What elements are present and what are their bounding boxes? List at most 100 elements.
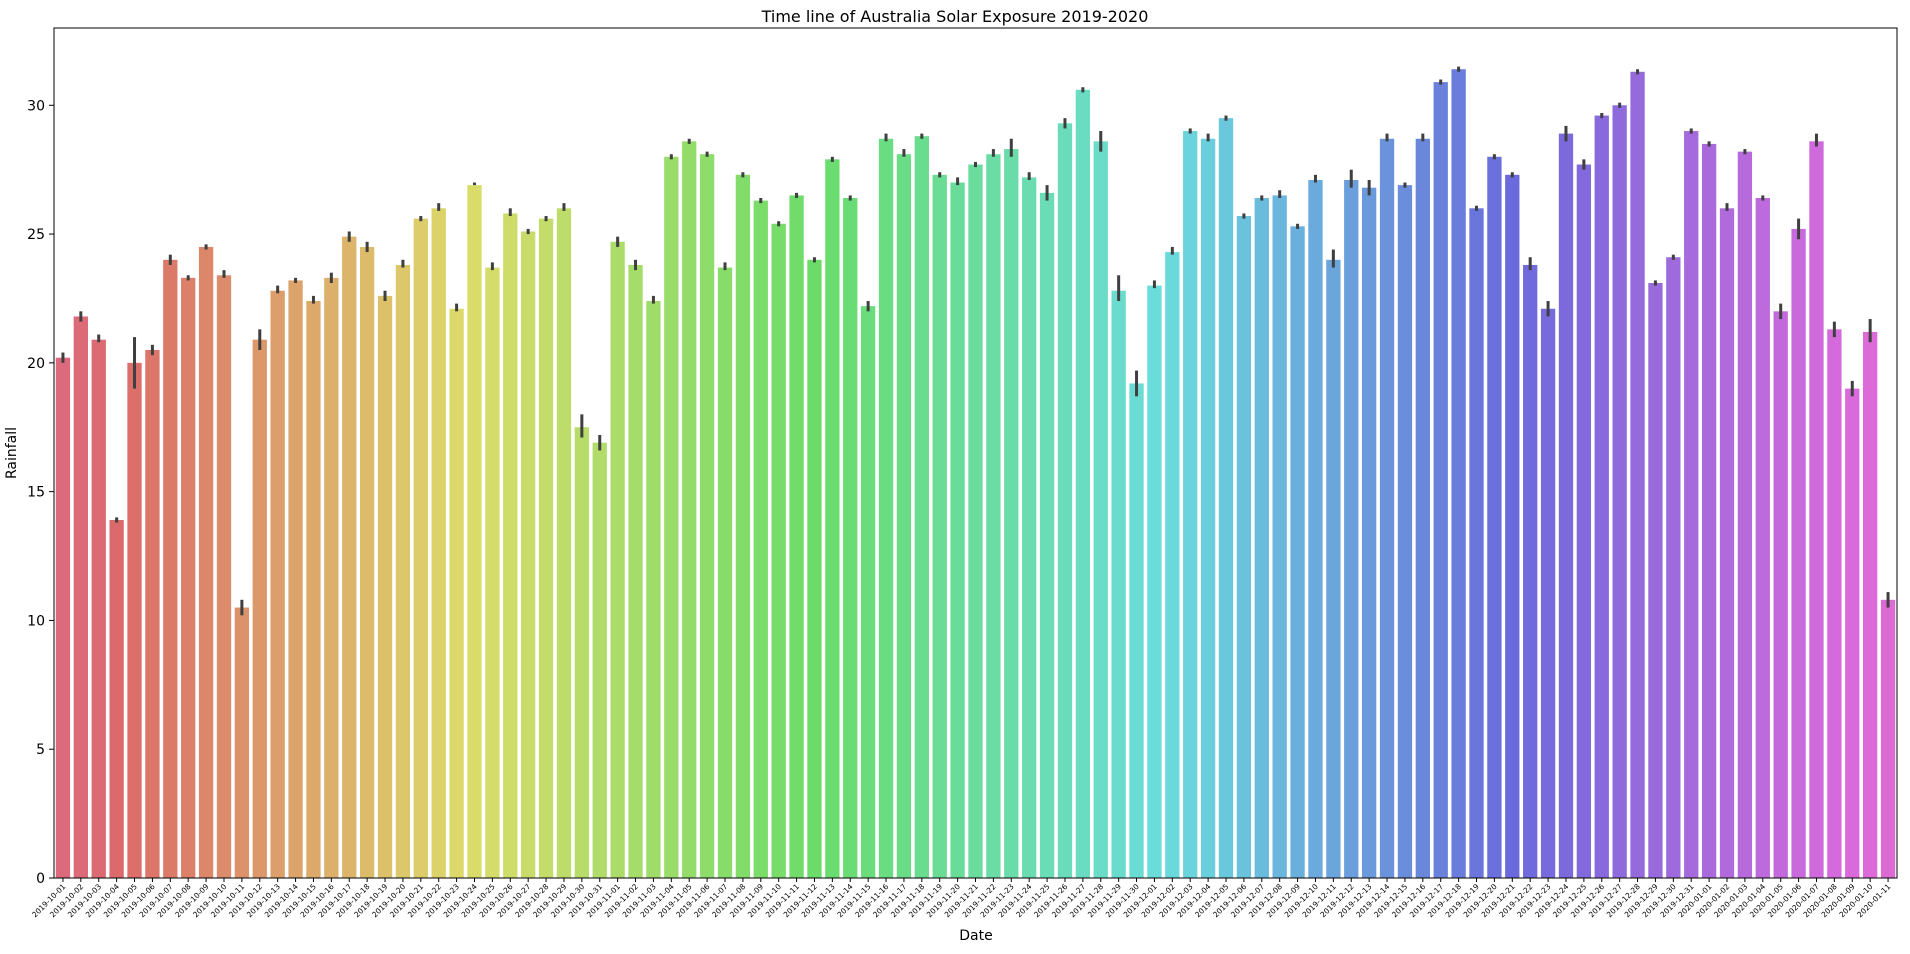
bar-2020-01-04 [1755,198,1770,878]
bar-2019-10-27 [521,231,536,879]
bar-2019-12-23 [1540,308,1556,878]
bar-2019-11-24 [1022,177,1037,878]
bar-2019-12-18 [1451,69,1466,878]
bar-2019-11-23 [1004,149,1019,878]
bar-2019-10-01 [55,357,71,878]
bar-2019-11-03 [646,301,661,878]
bar-2019-10-21 [413,218,428,879]
bar-2019-10-08 [181,277,196,879]
bar-2020-01-08 [1827,329,1842,878]
bar-2019-12-28 [1630,71,1645,879]
bar-2019-10-19 [377,295,393,878]
bar-2019-10-13 [270,290,285,879]
bar-2019-10-31 [592,442,607,878]
bar-2019-10-14 [288,280,303,878]
bar-2019-10-18 [359,246,375,878]
bar-2019-11-25 [1039,192,1055,879]
bar-2019-12-01 [1147,285,1162,879]
bar-2019-10-06 [145,349,160,879]
y-axis-label: Rainfall [4,427,20,479]
bar-2020-01-03 [1737,151,1753,878]
bar-2019-10-11 [234,607,250,878]
bar-2019-12-30 [1666,257,1681,878]
bar-2019-12-10 [1308,179,1323,879]
y-tick-label: 15 [27,485,45,501]
bar-2019-11-19 [932,174,947,878]
bar-2019-12-26 [1594,115,1609,878]
x-axis-label: Date [959,928,992,944]
bar-2019-11-02 [628,264,643,879]
bar-2019-10-17 [342,236,357,878]
bar-2019-10-12 [252,339,267,878]
bar-2019-10-03 [91,339,106,878]
bar-2019-11-21 [968,164,983,878]
bar-2020-01-10 [1863,331,1878,878]
chart-title: Time line of Australia Solar Exposure 20… [761,7,1149,26]
bar-2019-12-02 [1165,252,1180,879]
bar-2019-12-11 [1326,259,1341,878]
bar-2019-12-19 [1469,208,1484,879]
bar-2019-11-27 [1075,89,1091,878]
bar-2019-10-05 [127,362,142,879]
bar-2019-12-25 [1576,164,1592,878]
bar-2019-11-09 [753,200,768,878]
bars-layer [55,69,1896,879]
y-tick-label: 25 [27,227,45,243]
bar-2019-10-26 [503,213,518,878]
bar-2019-11-20 [950,182,965,879]
bar-2020-01-11 [1880,599,1896,878]
bar-2019-12-31 [1684,131,1699,878]
bar-2019-11-11 [789,195,804,879]
bar-2019-11-10 [771,223,786,878]
bar-2019-12-16 [1415,138,1430,878]
bar-2019-11-07 [717,267,733,878]
bar-2019-11-05 [682,141,697,878]
bar-2019-10-07 [163,259,178,878]
bar-2019-11-12 [807,259,822,878]
bar-2019-12-20 [1487,156,1502,879]
bar-2020-01-01 [1701,143,1717,878]
bar-2019-12-07 [1254,198,1269,878]
bar-2019-12-12 [1344,179,1359,879]
bar-2019-11-06 [699,154,715,878]
bar-2019-10-30 [574,427,589,878]
y-tick-label: 0 [36,871,45,887]
bar-2019-12-27 [1612,105,1627,878]
bar-2020-01-07 [1809,141,1824,878]
y-tick-label: 5 [36,742,45,758]
bar-2019-12-08 [1272,195,1287,879]
error-bars-layer [61,66,1890,616]
bar-2020-01-05 [1773,311,1788,879]
bar-2019-11-13 [825,159,840,879]
plot-frame [53,27,1898,879]
bar-2019-11-30 [1129,383,1144,878]
bar-2019-11-14 [843,198,858,878]
bar-2019-11-26 [1057,123,1073,879]
bar-2019-11-18 [914,136,929,878]
bar-2019-11-04 [664,156,679,879]
bar-2019-12-03 [1183,131,1198,878]
bar-2019-12-13 [1361,187,1377,878]
bar-2019-10-28 [538,218,554,879]
bar-2019-11-29 [1111,290,1126,879]
bar-2019-10-16 [324,277,339,879]
bar-2019-10-10 [216,275,232,878]
bar-2019-12-22 [1523,264,1538,879]
bar-2019-10-22 [431,208,446,879]
bar-2019-12-17 [1433,82,1448,879]
bar-2019-10-24 [467,185,482,878]
y-tick-label: 30 [27,98,45,114]
bar-2019-10-09 [198,246,214,878]
bar-2020-01-09 [1845,388,1860,878]
bar-2019-12-04 [1200,138,1216,878]
bar-2019-12-14 [1379,138,1395,878]
bar-2020-01-02 [1719,208,1735,879]
bar-2019-10-23 [449,308,464,878]
bar-2019-12-06 [1236,216,1252,878]
x-axis: 2019-10-012019-10-022019-10-032019-10-04… [30,878,1893,919]
y-axis: 0 5 10 15 20 25 30 [27,98,54,887]
bar-2019-10-15 [306,301,321,878]
bar-2019-11-16 [878,138,894,878]
bar-2019-10-04 [109,519,124,878]
